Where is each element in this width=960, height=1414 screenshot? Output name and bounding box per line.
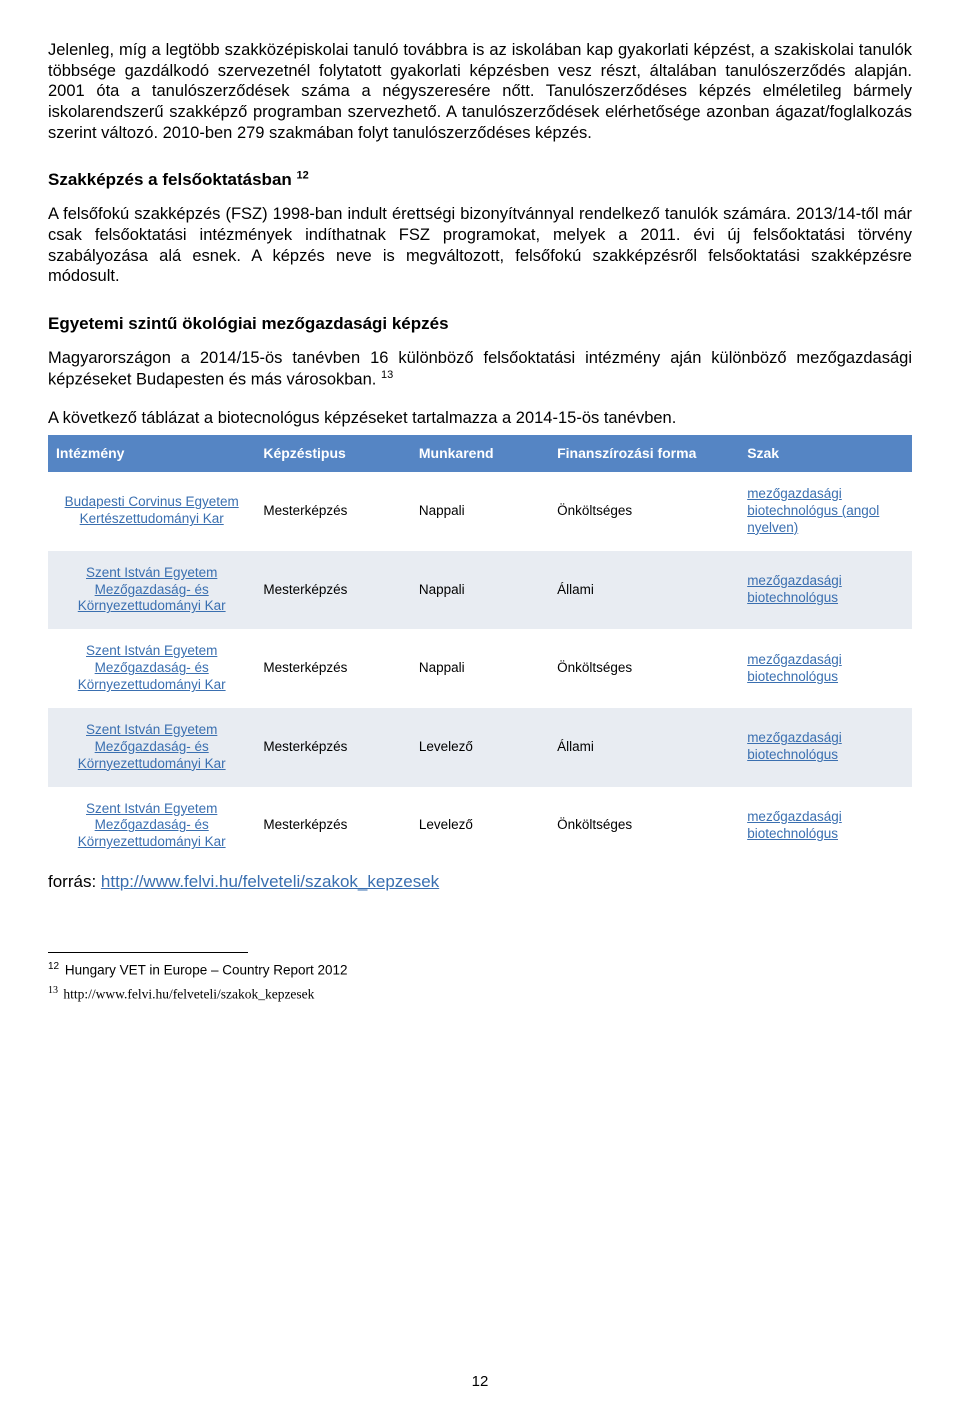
program-link[interactable]: mezőgazdasági biotechnológus xyxy=(747,573,842,605)
paragraph-text: Magyarországon a 2014/15-ös tanévben 16 … xyxy=(48,349,912,388)
table-row: Szent István Egyetem Mezőgazdaság- és Kör… xyxy=(48,708,912,787)
cell-type: Mesterképzés xyxy=(255,708,411,787)
program-line2: biotechnológus (angol nyelven) xyxy=(747,503,879,535)
cell-mode: Nappali xyxy=(411,551,549,630)
institution-name: Szent István Egyetem xyxy=(86,801,217,816)
heading-text: Szakképzés a felsőoktatásban xyxy=(48,170,297,189)
cell-mode: Levelező xyxy=(411,787,549,866)
program-line1: mezőgazdasági xyxy=(747,652,842,667)
cell-mode: Levelező xyxy=(411,708,549,787)
col-header-program: Szak xyxy=(739,435,912,473)
program-link[interactable]: mezőgazdasági biotechnológus xyxy=(747,809,842,841)
table-row: Szent István Egyetem Mezőgazdaság- és Kör… xyxy=(48,629,912,708)
col-header-institution: Intézmény xyxy=(48,435,255,473)
col-header-funding: Finanszírozási forma xyxy=(549,435,739,473)
table-row: Budapesti Corvinus Egyetem Kertészettudom… xyxy=(48,472,912,551)
intro-paragraph: Jelenleg, míg a legtöbb szakközépiskolai… xyxy=(48,40,912,143)
institution-name: Szent István Egyetem xyxy=(86,643,217,658)
program-line2: biotechnológus xyxy=(747,826,838,841)
program-link[interactable]: mezőgazdasági biotechnológus xyxy=(747,730,842,762)
footnote-12: 12 Hungary VET in Europe – Country Repor… xyxy=(48,959,912,981)
cell-type: Mesterképzés xyxy=(255,472,411,551)
table-intro-paragraph: A következő táblázat a biotecnológus kép… xyxy=(48,408,912,429)
institution-link[interactable]: Szent István Egyetem Mezőgazdaság- és Kör… xyxy=(78,722,226,771)
program-link[interactable]: mezőgazdasági biotechnológus xyxy=(747,652,842,684)
source-label: forrás: xyxy=(48,872,101,891)
cell-type: Mesterképzés xyxy=(255,629,411,708)
faculty-name: Mezőgazdaság- és Környezettudományi Kar xyxy=(78,660,226,692)
page-number: 12 xyxy=(0,1373,960,1392)
biotechnologist-courses-table: Intézmény Képzéstipus Munkarend Finanszí… xyxy=(48,435,912,866)
program-line2: biotechnológus xyxy=(747,747,838,762)
cell-type: Mesterképzés xyxy=(255,551,411,630)
footnote-ref-12: 12 xyxy=(297,169,309,181)
cell-funding: Önköltséges xyxy=(549,787,739,866)
program-line2: biotechnológus xyxy=(747,590,838,605)
institution-link[interactable]: Szent István Egyetem Mezőgazdaság- és Kör… xyxy=(78,643,226,692)
program-link[interactable]: mezőgazdasági biotechnológus (angol nyelv… xyxy=(747,486,879,535)
footnotes: 12 Hungary VET in Europe – Country Repor… xyxy=(48,959,912,1005)
cell-funding: Állami xyxy=(549,551,739,630)
footnote-text: http://www.felvi.hu/felveteli/szakok_kep… xyxy=(60,987,314,1002)
institution-link[interactable]: Budapesti Corvinus Egyetem Kertészettudom… xyxy=(65,494,239,526)
institution-link[interactable]: Szent István Egyetem Mezőgazdaság- és Kör… xyxy=(78,565,226,614)
footnote-number: 13 xyxy=(48,985,58,996)
cell-mode: Nappali xyxy=(411,629,549,708)
faculty-name: Mezőgazdaság- és Környezettudományi Kar xyxy=(78,739,226,771)
col-header-type: Képzéstipus xyxy=(255,435,411,473)
cell-mode: Nappali xyxy=(411,472,549,551)
program-line2: biotechnológus xyxy=(747,669,838,684)
program-line1: mezőgazdasági xyxy=(747,486,842,501)
program-line1: mezőgazdasági xyxy=(747,573,842,588)
faculty-name: Mezőgazdaság- és Környezettudományi Kar xyxy=(78,582,226,614)
table-source: forrás: http://www.felvi.hu/felveteli/sz… xyxy=(48,871,912,892)
fsz-paragraph: A felsőfokú szakképzés (FSZ) 1998-ban in… xyxy=(48,204,912,287)
cell-type: Mesterképzés xyxy=(255,787,411,866)
cell-funding: Önköltséges xyxy=(549,472,739,551)
institution-name: Budapesti Corvinus Egyetem xyxy=(65,494,239,509)
faculty-name: Mezőgazdaság- és Környezettudományi Kar xyxy=(78,817,226,849)
source-link[interactable]: http://www.felvi.hu/felveteli/szakok_kep… xyxy=(101,872,439,891)
cell-funding: Állami xyxy=(549,708,739,787)
program-line1: mezőgazdasági xyxy=(747,730,842,745)
faculty-name: Kertészettudományi Kar xyxy=(80,511,224,526)
col-header-mode: Munkarend xyxy=(411,435,549,473)
section-heading-university-eco-agri: Egyetemi szintű ökológiai mezőgazdasági … xyxy=(48,313,912,334)
agri-institutions-paragraph: Magyarországon a 2014/15-ös tanévben 16 … xyxy=(48,348,912,390)
table-row: Szent István Egyetem Mezőgazdaság- és Kör… xyxy=(48,551,912,630)
section-heading-vet-higher-ed: Szakképzés a felsőoktatásban 12 xyxy=(48,169,912,190)
institution-name: Szent István Egyetem xyxy=(86,565,217,580)
program-line1: mezőgazdasági xyxy=(747,809,842,824)
footnote-text: Hungary VET in Europe – Country Report 2… xyxy=(61,963,347,978)
institution-link[interactable]: Szent István EgyetemMezőgazdaság- és Kör… xyxy=(78,801,226,850)
footnote-13: 13 http://www.felvi.hu/felveteli/szakok_… xyxy=(48,983,912,1005)
footnote-number: 12 xyxy=(48,961,59,972)
footnote-ref-13: 13 xyxy=(381,369,393,381)
institution-name: Szent István Egyetem xyxy=(86,722,217,737)
table-header-row: Intézmény Képzéstipus Munkarend Finanszí… xyxy=(48,435,912,473)
footnotes-separator xyxy=(48,952,248,953)
cell-funding: Önköltséges xyxy=(549,629,739,708)
table-row: Szent István EgyetemMezőgazdaság- és Kör… xyxy=(48,787,912,866)
